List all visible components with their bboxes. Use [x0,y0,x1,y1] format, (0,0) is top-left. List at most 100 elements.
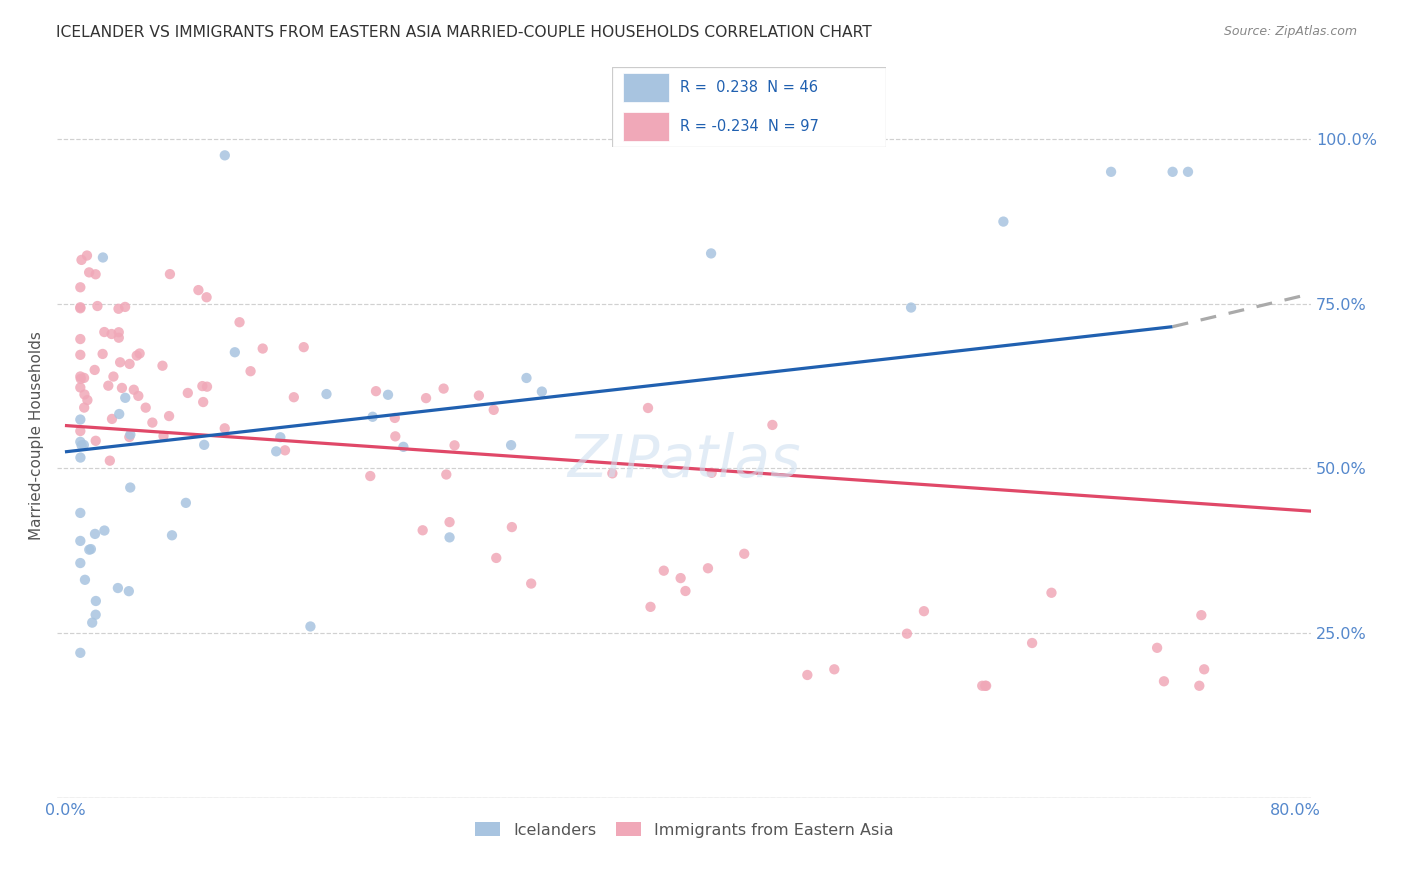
Point [107,301,129,316]
Point [91,347,114,361]
Point [118,430,141,444]
Point [1099,165,1122,179]
Point [98,453,121,467]
Point [191,379,214,393]
Point [69,301,91,316]
Point [796,668,818,682]
Point [73,573,96,587]
Point [239,364,262,378]
Point [1189,608,1212,623]
Point [69,556,91,570]
Point [69,450,91,465]
Point [700,246,723,260]
Point [392,440,415,454]
Point [107,331,129,345]
Point [361,409,384,424]
Text: ZIPatlas: ZIPatlas [568,433,801,489]
Point [1146,640,1168,655]
Point [177,386,200,401]
Point [269,430,291,444]
Point [377,388,399,402]
Point [93,524,115,538]
Point [485,550,508,565]
Point [77,265,100,279]
Point [675,584,697,599]
Point [141,416,163,430]
Point [530,384,553,399]
Point [602,467,624,481]
Point [82,615,104,630]
Point [69,280,91,294]
Point [114,391,136,405]
Point [1161,165,1184,179]
Point [1192,662,1215,676]
Point [111,381,134,395]
Point [108,355,131,369]
Point [84,267,107,281]
Point [1177,165,1199,179]
Point [228,315,250,329]
Point [501,520,523,534]
Point [823,662,845,676]
Legend: Icelanders, Immigrants from Eastern Asia: Icelanders, Immigrants from Eastern Asia [468,816,900,844]
Point [974,679,997,693]
Point [69,369,91,384]
Point [69,348,91,362]
Point [434,467,457,482]
Point [700,466,723,480]
Point [900,301,922,315]
Point [101,412,124,426]
Point [152,429,174,443]
Point [412,523,434,537]
Point [159,267,181,281]
Point [264,444,287,458]
Point [252,342,274,356]
Y-axis label: Married-couple Households: Married-couple Households [30,331,44,540]
Point [83,363,105,377]
Point [697,561,720,575]
Point [114,300,136,314]
Point [73,401,96,415]
Point [69,300,91,314]
Point [214,148,236,162]
Point [669,571,692,585]
Point [439,530,461,544]
Point [292,340,315,354]
Point [91,251,114,265]
Point [84,434,107,448]
Point [733,547,755,561]
Point [107,325,129,339]
Point [84,527,107,541]
Point [86,299,108,313]
Point [125,349,148,363]
Point [84,594,107,608]
Point [433,382,456,396]
Point [107,581,129,595]
Point [70,438,93,452]
Point [993,214,1015,228]
Point [69,533,91,548]
Point [761,417,783,432]
Text: Source: ZipAtlas.com: Source: ZipAtlas.com [1223,25,1357,38]
Point [974,679,997,693]
Point [103,369,125,384]
Point [896,626,918,640]
Point [77,542,100,557]
Point [195,290,218,304]
Point [1040,586,1063,600]
Point [174,496,197,510]
Point [515,371,537,385]
Point [1021,636,1043,650]
Point [274,443,297,458]
Point [70,252,93,267]
Point [640,599,662,614]
Point [214,421,236,435]
Point [69,380,91,394]
Point [69,332,91,346]
Point [439,515,461,529]
Point [118,584,141,599]
Point [195,379,218,393]
Point [501,438,523,452]
Point [482,403,505,417]
Point [73,438,96,452]
